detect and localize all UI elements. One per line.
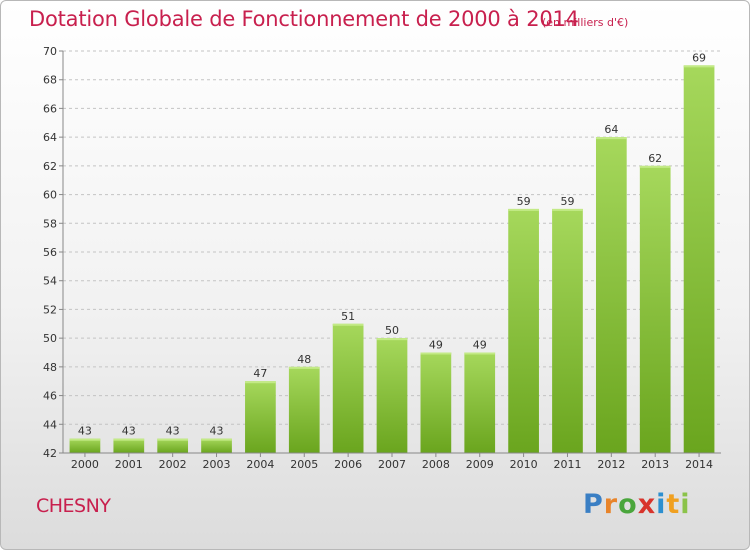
x-tick-label: 2013 xyxy=(641,458,669,471)
bar-highlight xyxy=(420,352,452,355)
bars xyxy=(69,65,715,453)
bar-highlight xyxy=(113,438,145,441)
bar-2001 xyxy=(113,438,145,453)
bar-2012 xyxy=(595,137,627,453)
bar-2004 xyxy=(245,381,276,453)
y-tick-label: 46 xyxy=(43,390,57,403)
x-tick-label: 2010 xyxy=(510,458,538,471)
bar-2008 xyxy=(420,352,452,453)
bar-2006 xyxy=(332,323,364,453)
data-labels: 43 43 43 43 47 48 51 50 49 49 59 59 64 62 69 xyxy=(78,51,706,437)
proxiti-logo: Proxiti xyxy=(583,489,691,520)
bar-highlight xyxy=(508,208,539,211)
logo-letter: i xyxy=(680,489,691,520)
x-tick-label: 2012 xyxy=(597,458,625,471)
data-label: 64 xyxy=(604,123,618,136)
y-tick-label: 68 xyxy=(43,74,57,87)
commune-name: CHESNY xyxy=(36,495,111,517)
logo-letter: r xyxy=(603,489,619,520)
logo-letter: P xyxy=(583,489,604,520)
data-label: 50 xyxy=(385,324,399,337)
bar-highlight xyxy=(595,137,627,140)
bar-highlight xyxy=(683,65,715,68)
y-tick-label: 60 xyxy=(43,189,57,202)
chart-title: Dotation Globale de Fonctionnement de 20… xyxy=(29,7,579,31)
x-axis-ticks: 2000 2001 2002 2003 2004 2005 2006 2007 2008 2009… xyxy=(71,453,713,471)
y-tick-label: 62 xyxy=(43,160,57,173)
y-tick-label: 66 xyxy=(43,102,57,115)
data-label: 43 xyxy=(166,425,180,438)
data-label: 43 xyxy=(210,425,224,438)
bar-highlight xyxy=(69,438,101,441)
x-tick-label: 2000 xyxy=(71,458,99,471)
y-tick-label: 58 xyxy=(43,217,57,230)
y-tick-label: 64 xyxy=(43,131,57,144)
bar-highlight xyxy=(201,438,232,441)
x-tick-label: 2008 xyxy=(422,458,450,471)
bar-2007 xyxy=(376,338,408,453)
x-tick-label: 2001 xyxy=(115,458,143,471)
x-tick-label: 2002 xyxy=(159,458,187,471)
bar-highlight xyxy=(288,366,320,369)
bar-highlight xyxy=(376,338,408,341)
logo-letter: x xyxy=(637,489,657,520)
bar-2010 xyxy=(508,208,539,453)
y-tick-label: 48 xyxy=(43,361,57,374)
data-label: 69 xyxy=(692,51,706,64)
bar-2003 xyxy=(201,438,232,453)
y-tick-label: 44 xyxy=(43,418,57,431)
bar-highlight xyxy=(157,438,189,441)
data-label: 48 xyxy=(297,353,311,366)
data-label: 59 xyxy=(560,195,574,208)
bar-2005 xyxy=(288,366,320,453)
y-tick-label: 56 xyxy=(43,246,57,259)
x-tick-label: 2004 xyxy=(246,458,274,471)
data-label: 43 xyxy=(78,425,92,438)
bar-2011 xyxy=(552,208,583,453)
logo-letter: i xyxy=(656,489,667,520)
data-label: 49 xyxy=(473,339,487,352)
logo-letter: t xyxy=(666,489,681,520)
bar-highlight xyxy=(245,381,276,384)
bar-2013 xyxy=(639,165,671,453)
chart-unit-note: (en milliers d'€) xyxy=(542,16,629,29)
x-tick-label: 2009 xyxy=(466,458,494,471)
x-tick-label: 2007 xyxy=(378,458,406,471)
data-label: 43 xyxy=(122,425,136,438)
y-tick-label: 70 xyxy=(43,45,57,58)
x-tick-label: 2011 xyxy=(553,458,581,471)
bar-highlight xyxy=(639,165,671,168)
bar-highlight xyxy=(332,323,364,326)
y-axis-ticks: 42 44 46 48 50 52 54 56 58 60 62 64 66 68 70 xyxy=(43,45,63,460)
x-tick-label: 2003 xyxy=(203,458,231,471)
y-tick-label: 50 xyxy=(43,332,57,345)
data-label: 47 xyxy=(253,367,267,380)
y-tick-label: 54 xyxy=(43,275,57,288)
x-tick-label: 2005 xyxy=(290,458,318,471)
data-label: 51 xyxy=(341,310,355,323)
bar-highlight xyxy=(464,352,496,355)
y-tick-label: 42 xyxy=(43,447,57,460)
bar-2014 xyxy=(683,65,715,453)
y-tick-label: 52 xyxy=(43,303,57,316)
x-tick-label: 2014 xyxy=(685,458,713,471)
data-label: 49 xyxy=(429,339,443,352)
data-label: 59 xyxy=(517,195,531,208)
x-tick-label: 2006 xyxy=(334,458,362,471)
bar-2002 xyxy=(157,438,189,453)
bar-highlight xyxy=(552,208,583,211)
bar-2009 xyxy=(464,352,496,453)
data-label: 62 xyxy=(648,152,662,165)
bar-2000 xyxy=(69,438,101,453)
logo-letter: o xyxy=(618,489,638,520)
